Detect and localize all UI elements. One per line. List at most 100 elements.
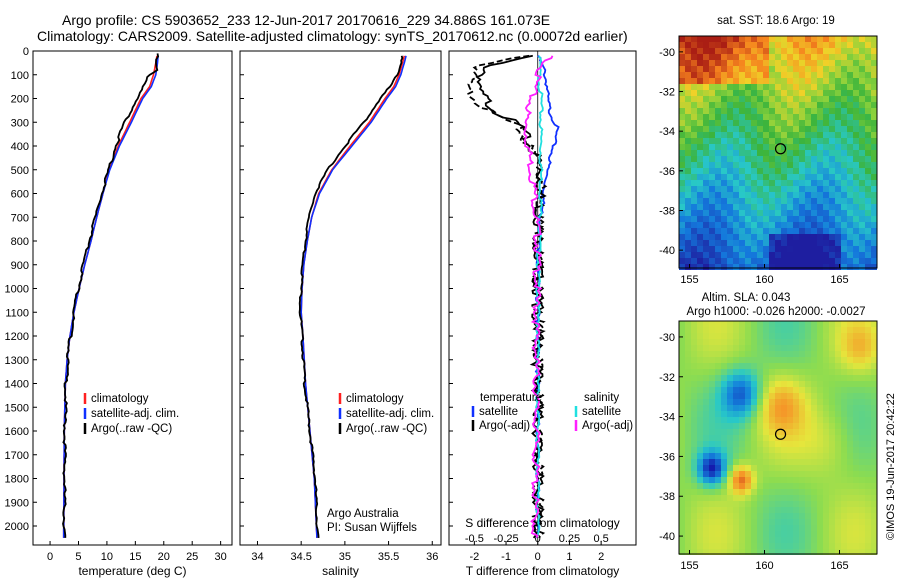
map-cell <box>835 333 841 339</box>
map-cell <box>703 60 709 66</box>
map-cell <box>763 483 769 489</box>
map-cell <box>721 381 727 387</box>
map-cell <box>733 204 739 210</box>
map-cell <box>865 345 871 351</box>
map-cell <box>739 327 745 333</box>
map-cell <box>847 126 853 132</box>
map-cell <box>817 405 823 411</box>
map-cell <box>829 351 835 357</box>
map-cell <box>775 333 781 339</box>
map-cell <box>859 447 865 453</box>
map-cell <box>703 495 709 501</box>
map-cell <box>859 339 865 345</box>
map-cell <box>787 150 793 156</box>
map-cell <box>745 42 751 48</box>
map-cell <box>691 441 697 447</box>
map-cell <box>685 321 691 327</box>
map-cell <box>685 222 691 228</box>
map-cell <box>721 429 727 435</box>
map-cell <box>721 393 727 399</box>
map-cell <box>817 369 823 375</box>
map-cell <box>829 531 835 537</box>
map-cell <box>829 543 835 549</box>
map-cell <box>727 156 733 162</box>
map-cell <box>769 339 775 345</box>
map-cell <box>769 222 775 228</box>
map-cell <box>775 180 781 186</box>
map-cell <box>721 465 727 471</box>
map-cell <box>685 174 691 180</box>
map-cell <box>721 351 727 357</box>
map-cell <box>763 60 769 66</box>
map-cell <box>685 423 691 429</box>
map-cell <box>727 327 733 333</box>
map-cell <box>733 495 739 501</box>
map-cell <box>769 405 775 411</box>
map-cell <box>865 84 871 90</box>
map-cell <box>733 108 739 114</box>
map-cell <box>865 138 871 144</box>
map-cell <box>871 156 877 162</box>
map-cell <box>709 36 715 42</box>
map-cell <box>847 222 853 228</box>
map-cell <box>781 537 787 543</box>
x-tick-label: 10 <box>101 551 113 563</box>
map-cell <box>847 54 853 60</box>
map-cell <box>871 339 877 345</box>
map-cell <box>769 549 775 555</box>
map-cell <box>787 126 793 132</box>
map-cell <box>787 453 793 459</box>
map-cell <box>679 204 685 210</box>
map-cell <box>679 429 685 435</box>
map-cell <box>697 345 703 351</box>
map-cell <box>697 387 703 393</box>
annotation-line: Argo Australia <box>327 508 399 520</box>
map-cell <box>691 549 697 555</box>
map-cell <box>787 549 793 555</box>
map-cell <box>721 525 727 531</box>
map-cell <box>859 531 865 537</box>
map-cell <box>745 399 751 405</box>
map-cell <box>709 258 715 264</box>
map-cell <box>841 363 847 369</box>
map-cell <box>853 246 859 252</box>
map-cell <box>703 483 709 489</box>
map-cell <box>769 186 775 192</box>
map-cell <box>823 84 829 90</box>
map-cell <box>859 507 865 513</box>
map-cell <box>787 78 793 84</box>
map-cell <box>733 363 739 369</box>
map-cell <box>751 519 757 525</box>
map-cell <box>781 228 787 234</box>
legend-label: satellite-adj. clim. <box>346 408 434 420</box>
map-cell <box>691 132 697 138</box>
map-cell <box>697 495 703 501</box>
map-cell <box>751 198 757 204</box>
map-cell <box>679 174 685 180</box>
map-cell <box>799 339 805 345</box>
map-cell <box>769 441 775 447</box>
map-cell <box>865 327 871 333</box>
map-cell <box>829 162 835 168</box>
map-cell <box>781 381 787 387</box>
legend-label: Argo(-adj) <box>479 420 530 432</box>
map-cell <box>721 501 727 507</box>
map-cell <box>697 264 703 270</box>
map-cell <box>763 240 769 246</box>
map-cell <box>793 90 799 96</box>
map-cell <box>709 351 715 357</box>
map-cell <box>751 78 757 84</box>
map-cell <box>769 453 775 459</box>
map-cell <box>703 120 709 126</box>
map-cell <box>721 66 727 72</box>
map-cell <box>841 258 847 264</box>
map-cell <box>871 138 877 144</box>
map-cell <box>805 36 811 42</box>
map-cell <box>817 423 823 429</box>
map-cell <box>805 222 811 228</box>
map-cell <box>745 78 751 84</box>
map-cell <box>841 204 847 210</box>
map-cell <box>793 333 799 339</box>
map-cell <box>811 411 817 417</box>
map-cell <box>781 345 787 351</box>
